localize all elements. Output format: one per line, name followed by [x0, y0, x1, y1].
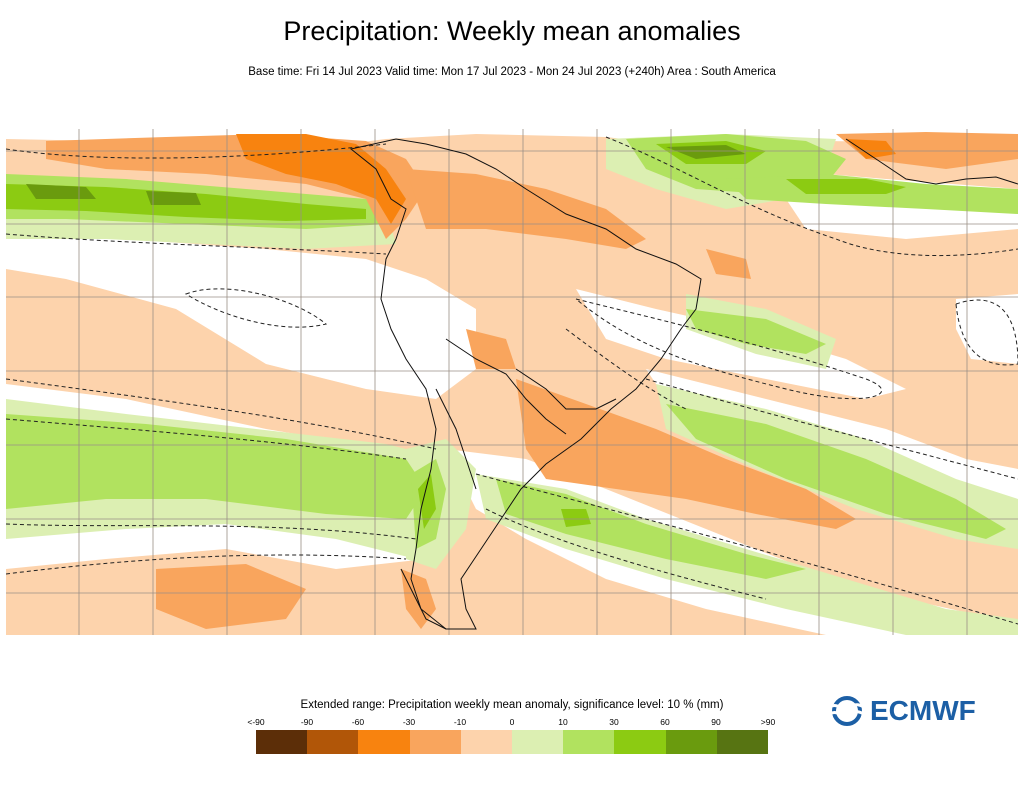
legend-label: -60 — [351, 717, 365, 727]
legend-swatch — [307, 730, 359, 754]
legend-swatch — [563, 730, 615, 754]
legend-label: -90 — [300, 717, 314, 727]
legend-label: 60 — [660, 717, 670, 727]
very-strong-positive-band — [666, 145, 746, 159]
negative-anomaly-band — [406, 169, 646, 249]
positive-anomaly-band — [496, 479, 806, 579]
ecmwf-logo-text: ECMWF — [870, 695, 976, 726]
page-subtitle: Base time: Fri 14 Jul 2023 Valid time: M… — [248, 66, 776, 78]
strong-positive-band — [561, 509, 591, 527]
strong-positive-band — [418, 474, 436, 529]
legend-label: 30 — [609, 717, 619, 727]
very-strong-positive-band — [146, 191, 201, 205]
strong-positive-band — [786, 179, 906, 194]
legend-label: -10 — [453, 717, 467, 727]
ecmwf-logo: ECMWF — [826, 694, 986, 728]
significance-contours — [6, 136, 1018, 625]
legend-swatch — [409, 730, 461, 754]
legend-label: -30 — [402, 717, 416, 727]
negative-anomaly-band — [466, 329, 516, 369]
page-title: Precipitation: Weekly mean anomalies — [283, 16, 741, 46]
positive-anomaly-band — [666, 404, 1006, 539]
legend-labels: <-90 -90 -60 -30 -10 0 10 30 60 90 >90 — [246, 717, 778, 729]
legend-swatch — [512, 730, 564, 754]
positive-anomaly-band — [6, 414, 426, 519]
legend-swatch — [358, 730, 410, 754]
strong-negative-band — [846, 139, 896, 159]
very-strong-positive-band — [26, 184, 96, 199]
legend-swatch — [614, 730, 666, 754]
neutral-band — [186, 289, 326, 334]
negative-anomaly-band — [706, 249, 751, 279]
legend-label: 90 — [711, 717, 721, 727]
legend-swatch — [665, 730, 717, 754]
legend-swatch — [460, 730, 513, 754]
strong-negative-band — [236, 134, 406, 224]
legend-label: <-90 — [247, 717, 265, 727]
legend-title: Extended range: Precipitation weekly mea… — [300, 699, 724, 711]
legend-label: 10 — [558, 717, 568, 727]
legend-label: 0 — [509, 717, 515, 727]
ecmwf-logo-icon — [829, 696, 865, 726]
legend-swatch — [256, 730, 308, 754]
positive-anomaly-band — [686, 309, 826, 354]
negative-anomaly-band — [516, 379, 856, 529]
neutral-band — [956, 294, 1018, 364]
legend-label: >90 — [760, 717, 776, 727]
neutral-band — [446, 449, 1018, 635]
legend-swatch — [716, 730, 769, 754]
legend-colorbar — [256, 730, 769, 754]
negative-anomaly-band — [156, 564, 306, 629]
coastlines — [349, 138, 1018, 630]
anomaly-map — [6, 129, 1018, 635]
graticule — [6, 129, 1018, 635]
